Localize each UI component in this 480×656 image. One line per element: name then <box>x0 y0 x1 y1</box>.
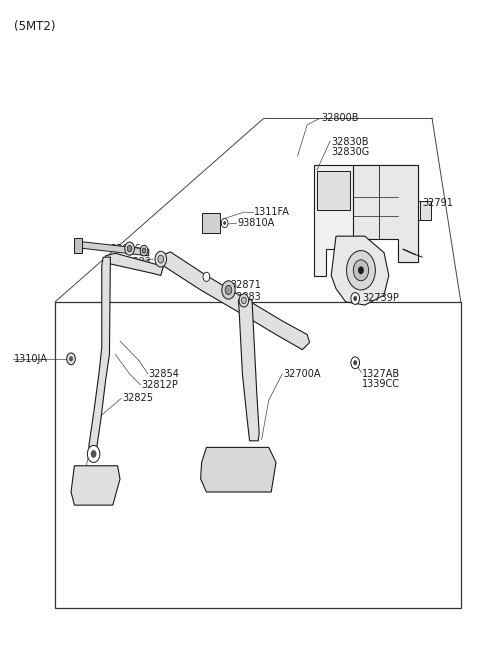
Circle shape <box>222 281 235 299</box>
Text: 32871: 32871 <box>230 280 261 291</box>
Circle shape <box>125 242 134 255</box>
Circle shape <box>351 293 360 304</box>
Text: 32812P: 32812P <box>142 380 179 390</box>
Circle shape <box>203 272 210 281</box>
Circle shape <box>221 218 228 228</box>
Polygon shape <box>239 300 259 441</box>
Circle shape <box>351 357 360 369</box>
Polygon shape <box>331 236 389 305</box>
Polygon shape <box>314 165 418 276</box>
Circle shape <box>225 285 232 295</box>
Text: (5MT2): (5MT2) <box>14 20 56 33</box>
Text: 32830G: 32830G <box>331 147 370 157</box>
Circle shape <box>158 255 164 263</box>
Circle shape <box>142 248 146 253</box>
Text: 32791: 32791 <box>422 198 453 209</box>
Circle shape <box>347 251 375 290</box>
Circle shape <box>223 221 226 225</box>
Circle shape <box>67 353 75 365</box>
Circle shape <box>353 296 357 301</box>
Circle shape <box>353 260 369 281</box>
Text: 1327AB: 1327AB <box>362 369 400 379</box>
Polygon shape <box>317 171 350 210</box>
Circle shape <box>87 445 100 462</box>
Circle shape <box>127 245 132 252</box>
Text: 32825: 32825 <box>122 393 154 403</box>
Text: 32883: 32883 <box>230 291 261 302</box>
Text: 32800B: 32800B <box>322 113 359 123</box>
Circle shape <box>358 266 364 274</box>
Bar <box>202 213 220 233</box>
Text: 32886: 32886 <box>110 244 141 255</box>
Bar <box>420 201 431 220</box>
Text: 93810A: 93810A <box>238 218 275 228</box>
Circle shape <box>241 297 246 304</box>
Polygon shape <box>201 447 276 492</box>
Bar <box>55 302 461 608</box>
Text: 1311FA: 1311FA <box>254 207 290 217</box>
Circle shape <box>91 450 96 458</box>
Text: 32854: 32854 <box>149 369 180 379</box>
Circle shape <box>69 356 73 361</box>
Bar <box>74 238 82 253</box>
Circle shape <box>239 294 249 307</box>
Polygon shape <box>103 253 163 276</box>
Polygon shape <box>89 257 110 453</box>
Polygon shape <box>71 466 120 505</box>
Polygon shape <box>79 241 149 256</box>
Text: 32830B: 32830B <box>331 137 369 148</box>
Text: 32700A: 32700A <box>283 369 321 379</box>
Text: 1339CC: 1339CC <box>362 379 400 389</box>
Circle shape <box>353 360 357 365</box>
Circle shape <box>140 245 148 256</box>
Text: 32739P: 32739P <box>362 293 399 304</box>
Polygon shape <box>353 165 418 262</box>
Text: 1310JA: 1310JA <box>14 354 48 364</box>
Text: 32883: 32883 <box>120 257 151 268</box>
Polygon shape <box>156 252 310 350</box>
Circle shape <box>155 251 167 267</box>
